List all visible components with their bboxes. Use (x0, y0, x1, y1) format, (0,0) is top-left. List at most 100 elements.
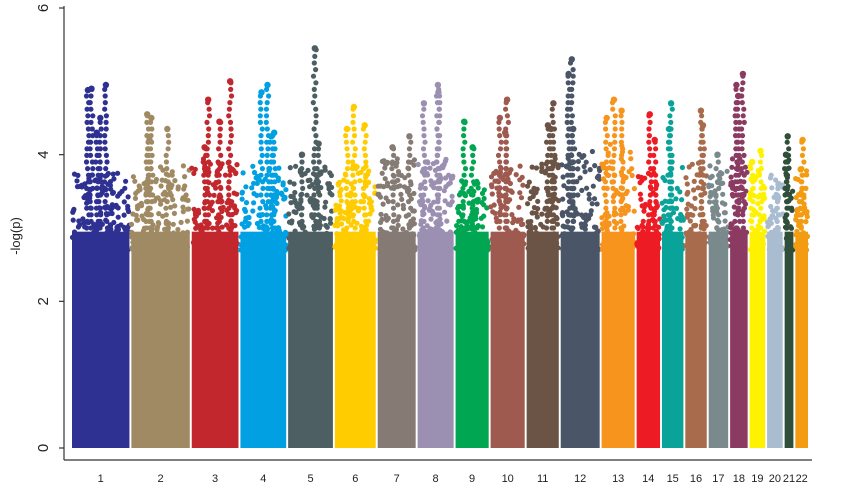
snp-point (768, 229, 774, 235)
snp-point (715, 159, 721, 165)
snp-point (345, 159, 351, 165)
snp-point (103, 119, 109, 125)
x-tick-label-8: 8 (433, 473, 439, 483)
snp-point (115, 193, 121, 199)
snp-point (315, 146, 322, 152)
snp-point (257, 205, 263, 211)
snp-point (258, 192, 264, 198)
snp-point (735, 192, 741, 198)
snp-point (107, 179, 114, 185)
snp-point (502, 225, 508, 231)
snp-point (653, 159, 659, 165)
snp-point (74, 184, 81, 190)
snp-point (742, 229, 748, 235)
snp-point (313, 133, 319, 139)
snp-point (544, 199, 550, 205)
snp-point (258, 218, 264, 224)
snp-point (667, 133, 674, 139)
snp-point (182, 174, 188, 180)
snp-point (89, 126, 95, 132)
snp-point (679, 234, 685, 240)
snp-point (226, 185, 232, 191)
snp-point (75, 172, 81, 178)
snp-point (458, 224, 464, 230)
snp-point (217, 166, 223, 172)
snp-point (434, 246, 441, 252)
snp-point (113, 247, 119, 253)
snp-point (700, 172, 706, 178)
snp-point (298, 236, 304, 242)
snp-point (596, 173, 602, 179)
snp-point (377, 226, 383, 232)
snp-point (125, 208, 132, 215)
chromosome-18-body (730, 231, 748, 448)
snp-point (169, 169, 175, 175)
x-tick-label-18: 18 (733, 473, 745, 483)
snp-point (619, 205, 625, 211)
snp-point (382, 176, 388, 182)
snp-point (239, 189, 245, 195)
chromosome-10-body (490, 231, 525, 448)
snp-point (263, 205, 270, 211)
snp-point (740, 225, 747, 231)
snp-point (641, 208, 647, 214)
snp-point (749, 212, 755, 218)
snp-point (88, 172, 95, 178)
chromosome-15-body (661, 231, 684, 448)
snp-point (421, 152, 427, 158)
snp-point (749, 240, 756, 246)
snp-point (680, 217, 686, 223)
peak-point (568, 56, 575, 63)
snp-point (735, 146, 742, 152)
snp-point (130, 174, 136, 180)
chromosome-15-points (659, 100, 686, 448)
snp-point (456, 218, 462, 224)
snp-point (431, 185, 437, 191)
snp-point (264, 152, 270, 158)
snp-point (739, 133, 746, 139)
snp-point (243, 200, 250, 206)
snp-point (554, 221, 561, 227)
snp-point (736, 205, 742, 211)
snp-point (344, 225, 350, 231)
snp-point (328, 220, 334, 226)
snp-point (595, 228, 601, 234)
snp-point (724, 168, 730, 174)
x-tick-label-2: 2 (158, 473, 164, 483)
snp-point (565, 80, 571, 86)
snp-point (518, 217, 524, 223)
chromosome-3-body (191, 231, 239, 448)
snp-point (260, 225, 266, 231)
snp-point (193, 225, 199, 231)
snp-point (133, 236, 139, 242)
snp-point (447, 180, 453, 186)
snp-point (170, 221, 176, 227)
snp-point (699, 133, 705, 139)
snp-point (549, 205, 556, 211)
snp-point (612, 126, 618, 132)
snp-point (378, 183, 384, 189)
snp-point (761, 216, 767, 222)
snp-point (109, 232, 115, 238)
snp-point (205, 172, 211, 178)
snp-point (226, 192, 232, 198)
snp-point (440, 247, 446, 253)
peak-point (97, 114, 104, 122)
snp-point (216, 218, 222, 224)
snp-point (241, 241, 247, 247)
snp-point (389, 179, 396, 185)
snp-point (206, 126, 212, 132)
snp-point (267, 166, 273, 172)
snp-point (571, 212, 578, 218)
peak-point (735, 92, 742, 100)
snp-point (229, 235, 235, 241)
snp-point (651, 166, 657, 172)
snp-point (158, 183, 164, 189)
snp-point (201, 166, 208, 172)
snp-point (462, 192, 468, 198)
snp-point (265, 185, 271, 191)
snp-point (408, 139, 414, 145)
snp-point (316, 172, 322, 178)
snp-point (362, 152, 368, 158)
peak-point (201, 144, 208, 151)
